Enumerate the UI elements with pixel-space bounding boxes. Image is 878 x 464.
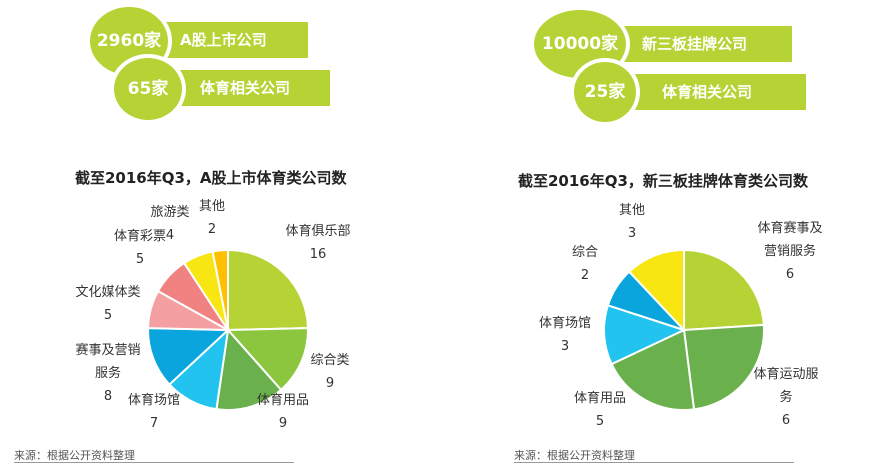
- left-pie-label-1: 综合类 9: [310, 353, 349, 391]
- banner-count: 2960家: [96, 31, 162, 51]
- banner-bar-right-sports: 体育相关公司: [628, 74, 806, 110]
- right-pie-label-0: 体育赛事及营销服务 6: [757, 220, 822, 282]
- banner-label: A股上市公司: [180, 31, 267, 49]
- right-pie-label-2: 体育用品 5: [574, 390, 626, 429]
- left-pie-slice-0: [227, 248, 310, 332]
- banner-count: 25家: [584, 82, 626, 102]
- left-pie-slice-4: [147, 327, 231, 386]
- right-chart-title: 截至2016年Q3，新三板挂牌体育类公司数: [518, 172, 808, 190]
- left-pie-label-0: 体育俱乐部 16: [285, 223, 350, 262]
- right-source: 来源：根据公开资料整理: [514, 449, 635, 462]
- left-pie-label-7: 旅游类 4: [150, 205, 189, 243]
- left-source-rule: [14, 462, 294, 463]
- banner-count: 65家: [127, 79, 169, 99]
- banner-label: 体育相关公司: [200, 79, 291, 97]
- banner-circle-right-sports: 25家: [570, 58, 640, 126]
- banner-bar-neeq: 新三板挂牌公司: [620, 26, 792, 62]
- banner-label: 新三板挂牌公司: [642, 35, 748, 53]
- banner-circle-left-sports: 65家: [110, 54, 186, 124]
- right-pie-slice-3: [603, 304, 687, 366]
- left-pie-label-5: 文化媒体类 5: [75, 285, 140, 323]
- left-pie-label-8: 其他 2: [199, 199, 225, 237]
- left-pie-label-2: 体育用品 9: [257, 392, 309, 431]
- right-pie-label-1: 体育运动服务 6: [753, 366, 818, 428]
- right-pie-label-3: 体育场馆 3: [539, 315, 591, 354]
- right-source-rule: [514, 462, 794, 463]
- right-pie-slice-0: [683, 248, 765, 332]
- left-pie-label-3: 体育场馆 7: [128, 392, 180, 431]
- left-pie-slice-8: [211, 248, 229, 331]
- left-pie-label-4: 赛事及营销服务 8: [75, 342, 140, 404]
- banner-label: 体育相关公司: [662, 83, 753, 101]
- right-pie-slice-2: [610, 328, 696, 411]
- banner-count: 10000家: [541, 34, 619, 54]
- left-pie-slice-2: [215, 327, 283, 411]
- left-pie-label-6: 体育彩票 5: [114, 228, 166, 267]
- right-pie-label-5: 其他 3: [619, 203, 645, 241]
- left-pie-slice-1: [225, 327, 309, 392]
- right-pie-slice-5: [627, 248, 685, 333]
- banner-bar-left-sports: 体育相关公司: [160, 70, 330, 106]
- right-pie-slice-1: [682, 323, 765, 411]
- left-chart-title: 截至2016年Q3，A股上市体育类公司数: [75, 169, 347, 187]
- left-source: 来源：根据公开资料整理: [14, 449, 135, 462]
- right-pie-label-4: 综合 2: [572, 245, 598, 283]
